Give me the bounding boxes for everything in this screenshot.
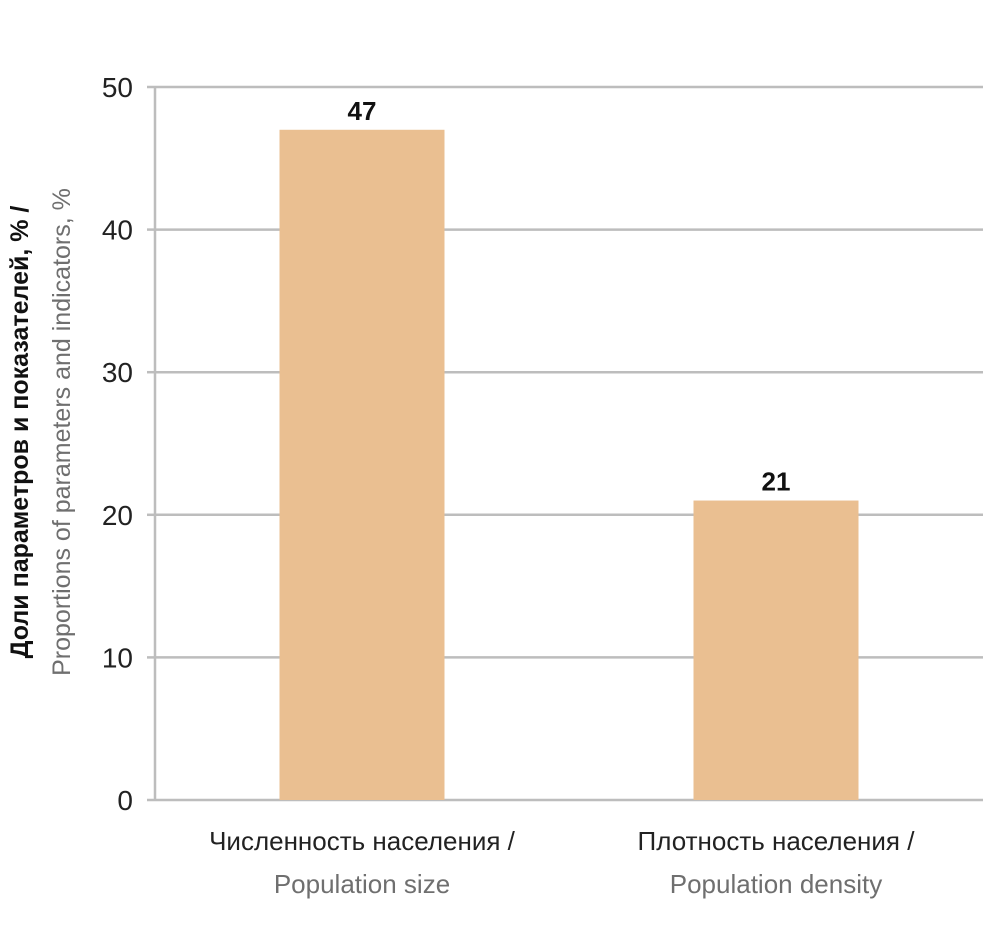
- y-tick-label: 30: [102, 357, 133, 388]
- bar-value-label: 21: [762, 467, 791, 497]
- bar: [279, 129, 445, 800]
- category-label-ru: Численность населения /: [209, 826, 516, 856]
- bar: [693, 500, 859, 800]
- y-tick-label: 20: [102, 500, 133, 531]
- category-label-en: Population density: [670, 869, 882, 899]
- y-axis-title-ru: Доли параметров и показателей, % /: [6, 206, 34, 659]
- bar-value-label: 47: [348, 96, 377, 126]
- category-labels: Численность населения / Population size Пл…: [209, 826, 915, 899]
- bars: [279, 129, 859, 800]
- y-tick-label: 0: [117, 785, 133, 816]
- y-axis-title-en: Proportions of parameters and indicators…: [48, 188, 76, 676]
- category-label-ru: Плотность населения /: [638, 826, 916, 856]
- y-tick-label: 40: [102, 215, 133, 246]
- y-tick-label: 10: [102, 642, 133, 673]
- category-label-en: Population size: [274, 869, 450, 899]
- y-tick-label: 50: [102, 72, 133, 103]
- y-tick-labels: 0 10 20 30 40 50: [102, 72, 133, 816]
- y-axis-title: Доли параметров и показателей, % / Propo…: [6, 188, 76, 676]
- bar-value-labels: 47 21: [348, 96, 791, 497]
